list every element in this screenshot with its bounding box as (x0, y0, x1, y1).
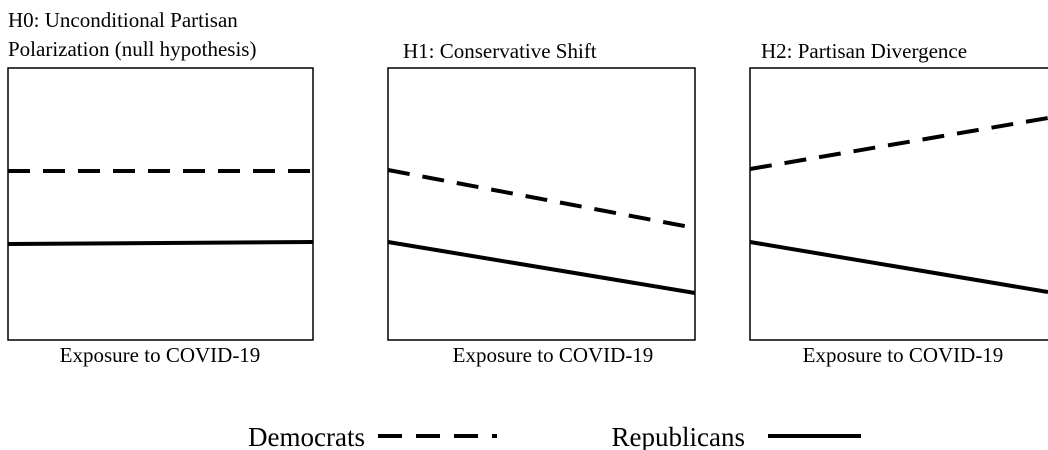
democrats-line (387, 168, 696, 230)
x-label: Exposure to COVID-19 (453, 343, 654, 367)
panel-title: H2: Partisan Divergence (761, 39, 967, 63)
legend-label: Republicans (612, 422, 745, 450)
panel-frame (749, 67, 1048, 341)
panel-title: Polarization (null hypothesis) (8, 37, 256, 61)
panel-title: H0: Unconditional Partisan (8, 8, 238, 32)
x-label: Exposure to COVID-19 (803, 343, 1004, 367)
panel-frame (7, 67, 314, 341)
panel-frame (387, 67, 696, 341)
republicans-line (749, 240, 1048, 294)
panel-title: H1: Conservative Shift (403, 39, 597, 63)
republicans-line (387, 240, 696, 295)
legend-label: Democrats (248, 422, 365, 450)
republicans-line (7, 240, 314, 246)
democrats-line (749, 116, 1048, 171)
x-label: Exposure to COVID-19 (60, 343, 261, 367)
